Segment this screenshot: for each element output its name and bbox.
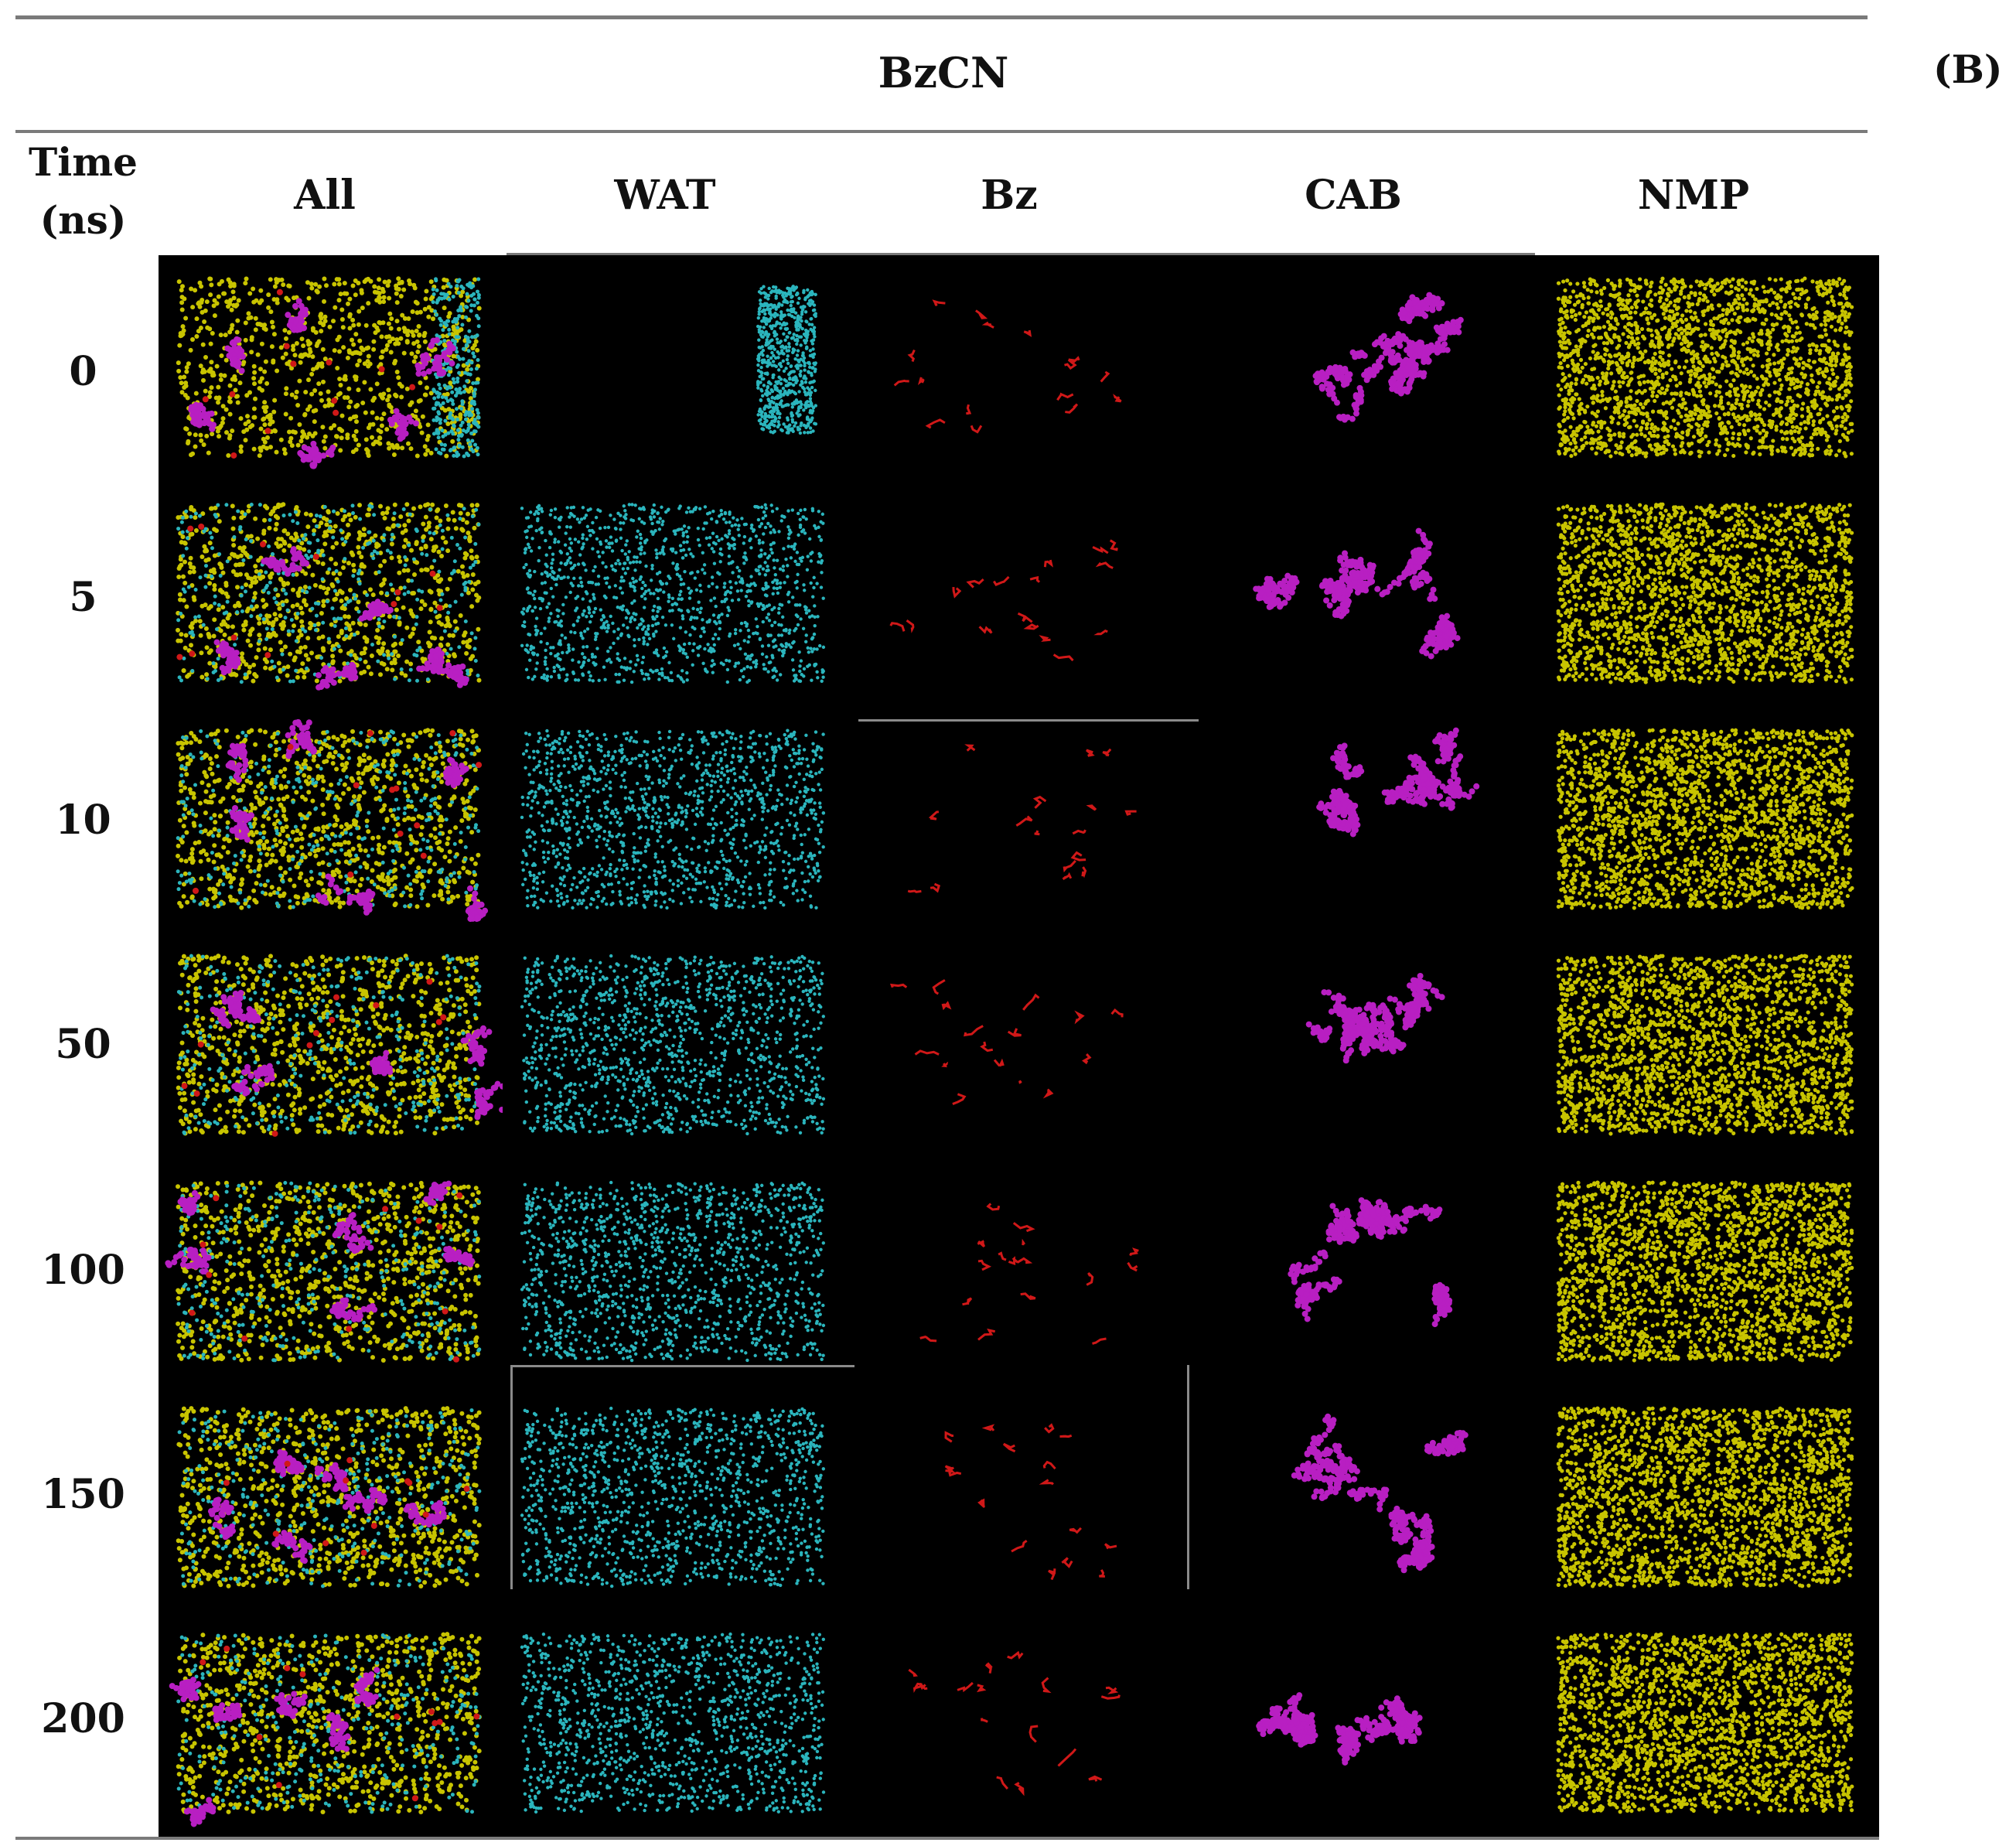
snapshot-cab-t100 — [1191, 1159, 1535, 1385]
snapshot-nmp-t5 — [1535, 481, 1879, 707]
snapshot-grid — [159, 255, 1879, 1837]
snapshot-nmp-t0 — [1535, 255, 1879, 481]
column-header-nmp: NMP — [1535, 172, 1852, 219]
bottom-rule — [15, 1837, 1879, 1840]
snapshot-all-t50 — [159, 933, 503, 1158]
snapshot-nmp-t50 — [1535, 933, 1879, 1158]
snapshot-wat-t5 — [503, 481, 847, 707]
snapshot-wat-t0 — [503, 255, 847, 481]
panel-separator — [510, 1365, 513, 1589]
snapshot-cab-t50 — [1191, 933, 1535, 1158]
snapshot-wat-t150 — [503, 1385, 847, 1611]
column-header-bz: Bz — [851, 172, 1168, 219]
snapshot-wat-t50 — [503, 933, 847, 1158]
snapshot-wat-t200 — [503, 1611, 847, 1837]
snapshot-nmp-t200 — [1535, 1611, 1879, 1837]
time-header-line1: Time — [15, 139, 151, 185]
snapshot-bz-t0 — [847, 255, 1191, 481]
snapshot-bz-t10 — [847, 707, 1191, 933]
snapshot-cab-t0 — [1191, 255, 1535, 481]
time-label-150: 150 — [15, 1471, 151, 1518]
snapshot-all-t100 — [159, 1159, 503, 1385]
snapshot-nmp-t10 — [1535, 707, 1879, 933]
snapshot-cab-t5 — [1191, 481, 1535, 707]
panel-separator — [1187, 1365, 1189, 1589]
time-label-5: 5 — [15, 574, 151, 621]
snapshot-all-t0 — [159, 255, 503, 481]
snapshot-bz-t5 — [847, 481, 1191, 707]
snapshot-bz-t200 — [847, 1611, 1191, 1837]
snapshot-all-t10 — [159, 707, 503, 933]
time-label-50: 50 — [15, 1021, 151, 1068]
snapshot-bz-t150 — [847, 1385, 1191, 1611]
snapshot-nmp-t150 — [1535, 1385, 1879, 1611]
snapshot-wat-t100 — [503, 1159, 847, 1385]
snapshot-wat-t10 — [503, 707, 847, 933]
snapshot-all-t150 — [159, 1385, 503, 1611]
time-label-0: 0 — [15, 348, 151, 395]
snapshot-bz-t100 — [847, 1159, 1191, 1385]
time-label-100: 100 — [15, 1247, 151, 1294]
snapshot-bz-t50 — [847, 933, 1191, 1158]
snapshot-cab-t150 — [1191, 1385, 1535, 1611]
figure-title: BzCN — [820, 48, 1067, 97]
snapshot-nmp-t100 — [1535, 1159, 1879, 1385]
time-label-200: 200 — [15, 1695, 151, 1742]
snapshot-all-t5 — [159, 481, 503, 707]
top-rule — [15, 15, 1868, 19]
panel-separator — [858, 719, 1199, 722]
time-header-line2: (ns) — [15, 197, 151, 243]
column-header-cab: CAB — [1195, 172, 1512, 219]
column-header-wat: WAT — [507, 172, 824, 219]
snapshot-cab-t200 — [1191, 1611, 1535, 1837]
panel-separator — [510, 1365, 854, 1367]
time-label-10: 10 — [15, 797, 151, 844]
snapshot-cab-t10 — [1191, 707, 1535, 933]
snapshot-all-t200 — [159, 1611, 503, 1837]
subheader-rule — [507, 253, 1535, 255]
header-rule — [15, 130, 1868, 133]
column-header-all: All — [166, 172, 483, 219]
panel-label: (B) — [1933, 46, 2003, 92]
